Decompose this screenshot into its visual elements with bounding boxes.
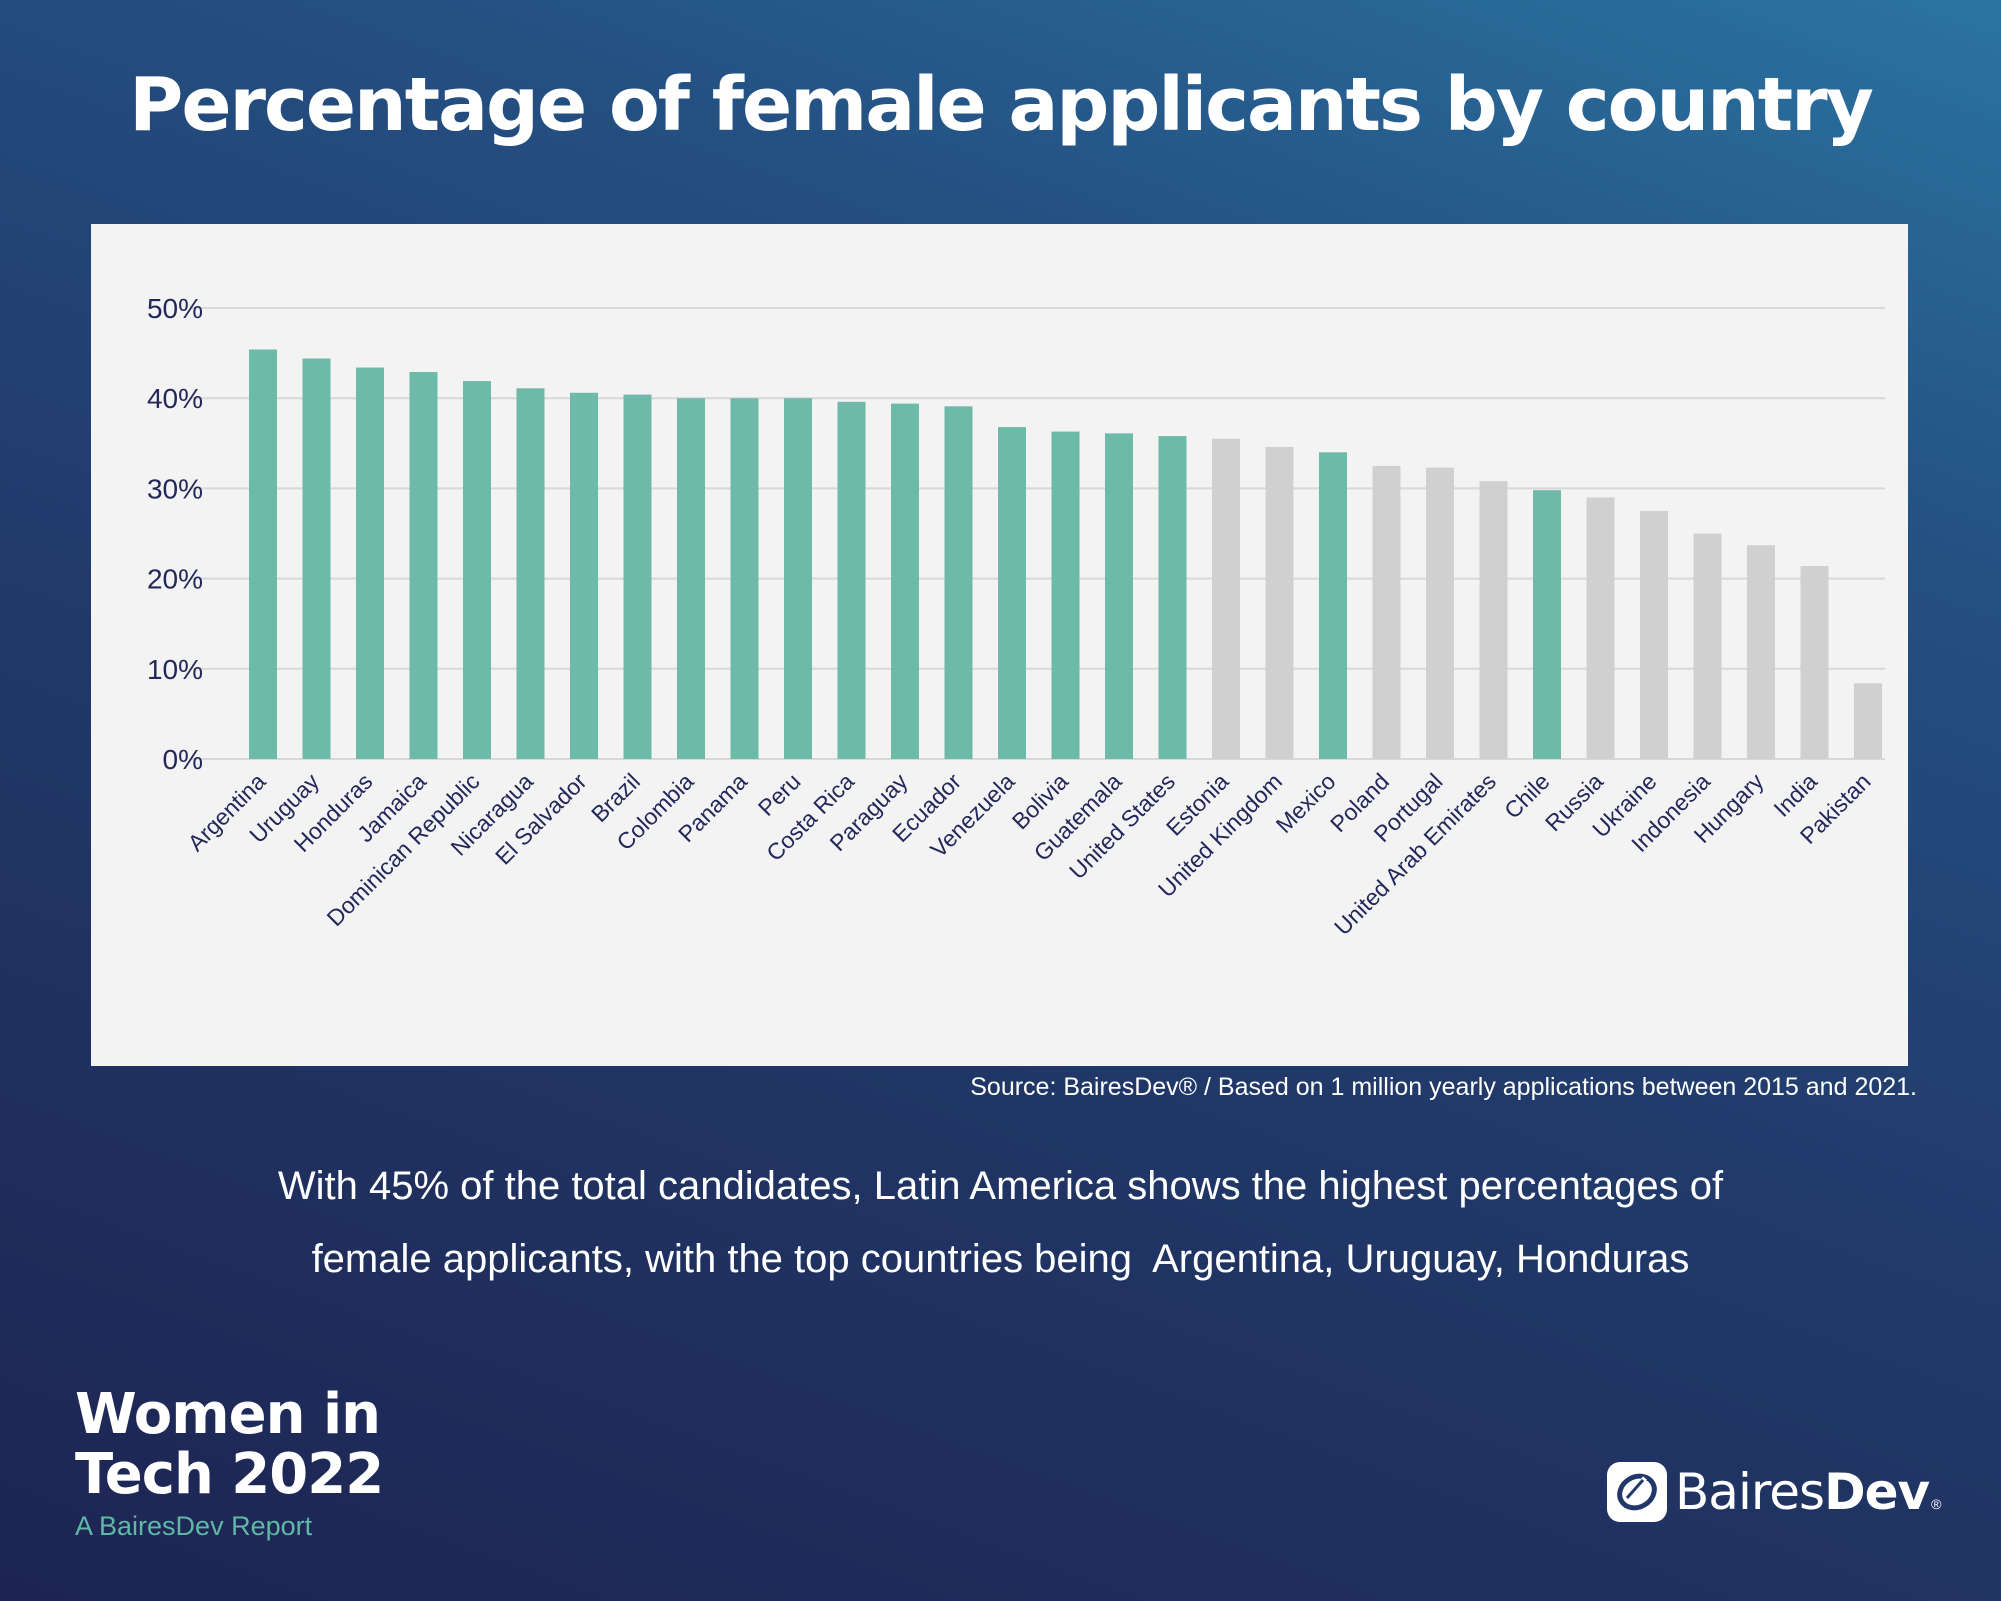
bar-argentina bbox=[249, 349, 277, 759]
bar-guatemala bbox=[1105, 433, 1133, 759]
bairesdev-wordmark: BairesDev bbox=[1675, 1463, 1930, 1521]
x-tick-label: Mexico bbox=[1271, 768, 1341, 838]
bar-jamaica bbox=[409, 372, 438, 759]
source-note: Source: BairesDev® / Based on 1 million … bbox=[970, 1073, 1917, 1101]
y-tick-label: 0% bbox=[163, 744, 203, 775]
y-axis-ticks: 0% 10% 20% 30% 40% 50% bbox=[147, 293, 203, 775]
bar-paraguay bbox=[891, 403, 919, 759]
bar-peru bbox=[784, 398, 812, 759]
bar-honduras bbox=[356, 367, 384, 759]
x-axis-labels: ArgentinaUruguayHondurasJamaicaDominican… bbox=[183, 768, 1876, 940]
bar-uruguay bbox=[302, 358, 331, 759]
bar-chile bbox=[1533, 490, 1561, 759]
bairesdev-logo: BairesDev ® bbox=[1607, 1462, 1941, 1522]
bar-mexico bbox=[1319, 452, 1347, 759]
y-tick-label: 10% bbox=[147, 654, 203, 685]
bar-pakistan bbox=[1854, 683, 1882, 759]
bar-colombia bbox=[677, 398, 705, 759]
registered-mark: ® bbox=[1931, 1496, 1942, 1512]
bar-united-arab-emirates bbox=[1479, 481, 1508, 759]
bar-nicaragua bbox=[516, 388, 545, 759]
report-title-line-2: Tech 2022 bbox=[75, 1442, 384, 1507]
bar-brazil bbox=[623, 394, 652, 759]
bar-hungary bbox=[1747, 545, 1775, 759]
bar-estonia bbox=[1212, 438, 1240, 759]
bar-el-salvador bbox=[570, 392, 598, 759]
bar-chart: 0% 10% 20% 30% 40% 50% ArgentinaUruguayHondur… bbox=[147, 293, 1885, 940]
bar-ukraine bbox=[1640, 510, 1668, 759]
bar-bolivia bbox=[1051, 431, 1080, 759]
report-subtitle: A BairesDev Report bbox=[75, 1511, 313, 1541]
bar-costa-rica bbox=[837, 401, 866, 759]
wordmark-bold: Dev bbox=[1824, 1463, 1930, 1521]
bar-united-states bbox=[1158, 436, 1187, 759]
report-title-line-1: Women in bbox=[75, 1382, 381, 1447]
bar-poland bbox=[1372, 465, 1401, 759]
bars bbox=[249, 349, 1882, 759]
y-tick-label: 30% bbox=[147, 473, 203, 504]
bairesdev-logo-icon bbox=[1607, 1462, 1667, 1522]
y-tick-label: 40% bbox=[147, 383, 203, 414]
summary-line-2: female applicants, with the top countrie… bbox=[311, 1237, 1690, 1281]
summary-line-1: With 45% of the total candidates, Latin … bbox=[277, 1164, 1724, 1208]
bar-portugal bbox=[1426, 467, 1454, 759]
bar-venezuela bbox=[998, 427, 1026, 759]
page-title: Percentage of female applicants by count… bbox=[129, 62, 1874, 148]
y-tick-label: 20% bbox=[147, 564, 203, 595]
chart-panel: 0% 10% 20% 30% 40% 50% Argentina Uruguay Hondur… bbox=[91, 224, 1908, 1066]
gridlines bbox=[190, 307, 1885, 760]
bar-dominican-republic bbox=[463, 381, 491, 759]
y-tick-label: 50% bbox=[147, 293, 203, 324]
bar-russia bbox=[1586, 497, 1615, 759]
wordmark-regular: Baires bbox=[1675, 1463, 1825, 1521]
bar-panama bbox=[730, 398, 759, 759]
bar-india bbox=[1800, 565, 1829, 759]
report-badge: Women in Tech 2022 A BairesDev Report bbox=[75, 1382, 384, 1542]
bar-indonesia bbox=[1693, 533, 1722, 759]
summary-text: With 45% of the total candidates, Latin … bbox=[0, 1150, 2001, 1296]
bar-united-kingdom bbox=[1265, 446, 1294, 759]
bar-ecuador bbox=[944, 406, 973, 759]
